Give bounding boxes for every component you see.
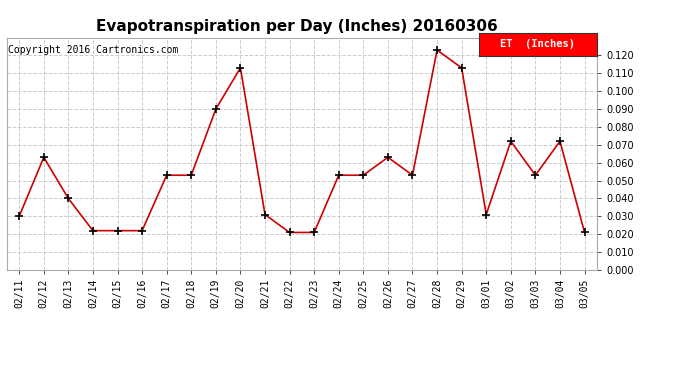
Text: Evapotranspiration per Day (Inches) 20160306: Evapotranspiration per Day (Inches) 2016… bbox=[96, 19, 497, 34]
Text: Copyright 2016 Cartronics.com: Copyright 2016 Cartronics.com bbox=[8, 45, 179, 55]
